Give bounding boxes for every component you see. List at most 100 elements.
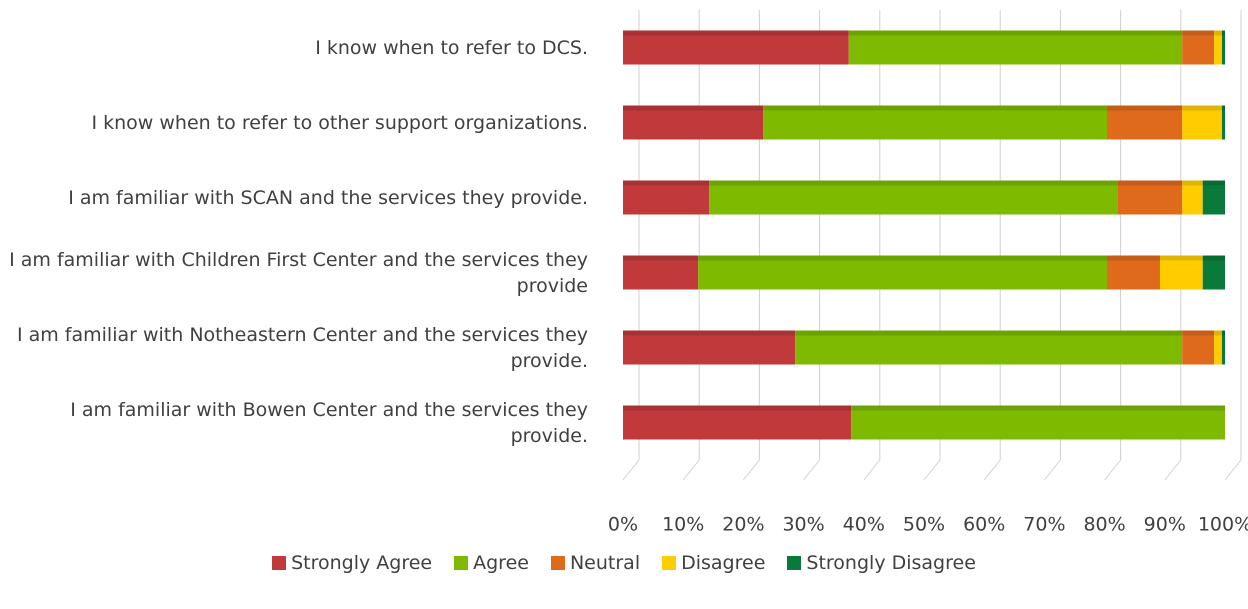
- bar-top: [698, 255, 1108, 261]
- category-label: I know when to refer to DCS.: [315, 36, 588, 59]
- bar: [623, 180, 710, 215]
- bar-top: [848, 30, 1183, 36]
- bar-top: [1202, 180, 1225, 186]
- bar-top: [623, 30, 849, 36]
- bar-top: [623, 330, 796, 336]
- bar: [1107, 255, 1160, 290]
- x-tick-label: 60%: [963, 514, 1005, 536]
- bar-top: [851, 405, 1225, 411]
- bar-top: [1182, 330, 1215, 336]
- bar: [1214, 330, 1222, 365]
- legend-swatch: [550, 556, 565, 570]
- category-label: I am familiar with Bowen Center and the …: [70, 398, 588, 447]
- bar: [1202, 180, 1225, 215]
- legend-swatch: [662, 556, 677, 570]
- legend-item: Agree: [454, 552, 529, 574]
- x-tick-label: 50%: [903, 514, 945, 536]
- bar: [851, 405, 1225, 440]
- bar: [1182, 180, 1203, 215]
- bar: [623, 330, 796, 365]
- grid-line: [743, 459, 760, 481]
- grid-line: [622, 459, 640, 481]
- legend-item: Strongly Disagree: [787, 552, 976, 574]
- grid-line: [1164, 459, 1182, 481]
- category-label: I am familiar with Children First Center…: [9, 248, 588, 297]
- legend-label: Strongly Disagree: [806, 552, 976, 574]
- grid-line: [863, 459, 881, 481]
- bar: [623, 30, 849, 65]
- legend: Strongly Agree Agree Neutral Disagree Strong…: [0, 552, 1248, 574]
- grid-line: [923, 459, 941, 481]
- x-tick-label: 70%: [1023, 514, 1065, 536]
- x-tick-label: 10%: [662, 514, 704, 536]
- bar: [698, 255, 1108, 290]
- legend-label: Disagree: [681, 552, 766, 574]
- bar: [1221, 30, 1225, 65]
- bar: [1182, 30, 1215, 65]
- bar-top: [623, 255, 699, 261]
- bar-top: [1182, 180, 1203, 186]
- grid-line: [682, 459, 700, 481]
- x-tick-label: 80%: [1083, 514, 1125, 536]
- bar: [1107, 105, 1183, 140]
- x-tick-label: 20%: [722, 514, 764, 536]
- grid-line: [1104, 459, 1121, 481]
- grid-line: [803, 459, 820, 481]
- bar-top: [623, 180, 710, 186]
- bar-top: [1107, 255, 1160, 261]
- category-label: I am familiar with SCAN and the services…: [68, 186, 588, 209]
- bar-top: [1202, 255, 1225, 261]
- bar-top: [623, 105, 764, 111]
- bar: [1221, 105, 1225, 140]
- bar: [623, 405, 852, 440]
- bar-top: [1159, 255, 1203, 261]
- bar: [848, 30, 1183, 65]
- bar: [795, 330, 1183, 365]
- x-tick-label: 90%: [1144, 514, 1186, 536]
- grid-line: [1224, 459, 1242, 481]
- bar-top: [1117, 180, 1183, 186]
- legend-swatch: [454, 556, 469, 570]
- bar-top: [709, 180, 1118, 186]
- bar-top: [1182, 30, 1215, 36]
- bar: [1214, 30, 1222, 65]
- bar-top: [763, 105, 1108, 111]
- category-label: I am familiar with Notheastern Center an…: [16, 323, 588, 372]
- bar-top: [795, 330, 1183, 336]
- bar: [1182, 330, 1215, 365]
- bar: [709, 180, 1118, 215]
- bar: [763, 105, 1108, 140]
- grid-line: [1044, 459, 1061, 481]
- bar: [1159, 255, 1203, 290]
- x-tick-label: 40%: [843, 514, 885, 536]
- legend-swatch: [787, 556, 802, 570]
- legend-item: Disagree: [662, 552, 765, 574]
- bar-top: [1107, 105, 1183, 111]
- legend-item: Strongly Agree: [272, 552, 432, 574]
- x-tick-label: 30%: [782, 514, 824, 536]
- category-label: I know when to refer to other support or…: [91, 111, 588, 134]
- bar: [1182, 105, 1222, 140]
- bar-top: [1221, 30, 1225, 36]
- bar: [623, 105, 764, 140]
- legend-label: Agree: [473, 552, 529, 574]
- bar-top: [1214, 330, 1222, 336]
- x-tick-label: 0%: [608, 514, 638, 536]
- grid-line: [983, 459, 1001, 481]
- bar-top: [1214, 30, 1222, 36]
- bar-top: [623, 405, 852, 411]
- legend-label: Neutral: [569, 552, 641, 574]
- x-tick-label: 100%: [1198, 514, 1248, 536]
- legend-label: Strongly Agree: [291, 552, 433, 574]
- bar-top: [1182, 105, 1222, 111]
- bar: [1202, 255, 1225, 290]
- bar: [623, 255, 699, 290]
- legend-item: Neutral: [550, 552, 641, 574]
- bar: [1221, 330, 1225, 365]
- bar-top: [1221, 330, 1225, 336]
- bar: [1117, 180, 1183, 215]
- bar-top: [1221, 105, 1225, 111]
- legend-swatch: [272, 556, 287, 570]
